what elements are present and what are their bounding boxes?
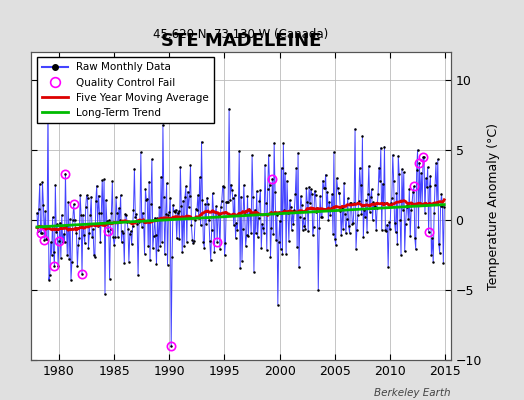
Text: Berkeley Earth: Berkeley Earth xyxy=(374,388,451,398)
Text: 45.620 N, 73.130 W (Canada): 45.620 N, 73.130 W (Canada) xyxy=(154,28,329,41)
Legend: Raw Monthly Data, Quality Control Fail, Five Year Moving Average, Long-Term Tren: Raw Monthly Data, Quality Control Fail, … xyxy=(37,57,214,123)
Y-axis label: Temperature Anomaly (°C): Temperature Anomaly (°C) xyxy=(487,122,500,290)
Title: STE MADELEINE: STE MADELEINE xyxy=(161,32,321,50)
